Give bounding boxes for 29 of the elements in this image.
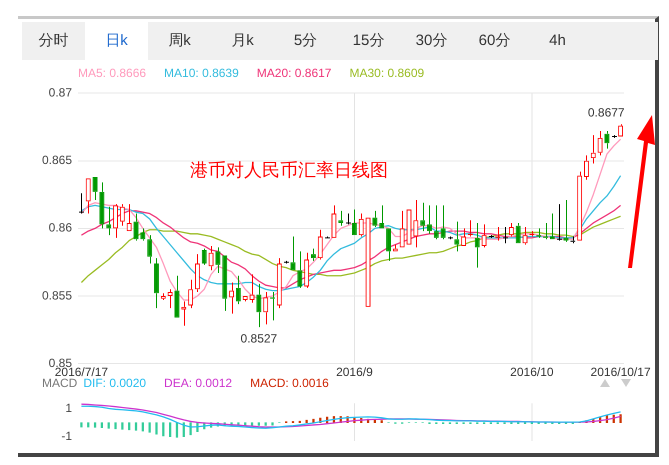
chart-title: MACD: [42, 376, 78, 390]
text: MA20: 0.8617: [256, 66, 332, 80]
x-tick-label: 2016/10/17: [590, 365, 651, 380]
x-tick-label: 2016/10: [510, 365, 554, 380]
text: 日k: [85, 22, 148, 60]
text: 周k: [167, 31, 192, 51]
text: 分时: [38, 31, 70, 51]
annotation: 0.8677: [588, 106, 625, 120]
text: MA10: 0.8639: [164, 66, 239, 80]
x-tick-label: 2016/9: [336, 365, 374, 380]
text: MA30: 0.8609: [349, 66, 424, 80]
y-tick-label: 0.865: [42, 153, 72, 168]
y-tick-label: 1: [65, 401, 72, 416]
text: 4h: [548, 31, 567, 51]
y-tick-label: -1: [61, 428, 72, 443]
y-tick-label: 0.87: [48, 86, 72, 100]
series-label: DEA: 0.0012: [164, 376, 232, 390]
text: 5分: [292, 31, 318, 51]
text: MA5: 0.8666: [78, 66, 146, 80]
text: 月k: [230, 31, 255, 51]
text: 30分: [414, 31, 448, 51]
y-tick-label: 0.855: [42, 288, 72, 302]
annotation: 0.8527: [240, 331, 278, 346]
text: 港币对人民币汇率日线图: [190, 160, 388, 180]
text: 15分: [352, 31, 386, 51]
text: 60分: [478, 31, 512, 51]
y-tick-label: 0.86: [48, 220, 72, 235]
series-label: DIF: 0.0020: [83, 376, 146, 390]
text: MACD: 0.0016: [250, 376, 329, 390]
